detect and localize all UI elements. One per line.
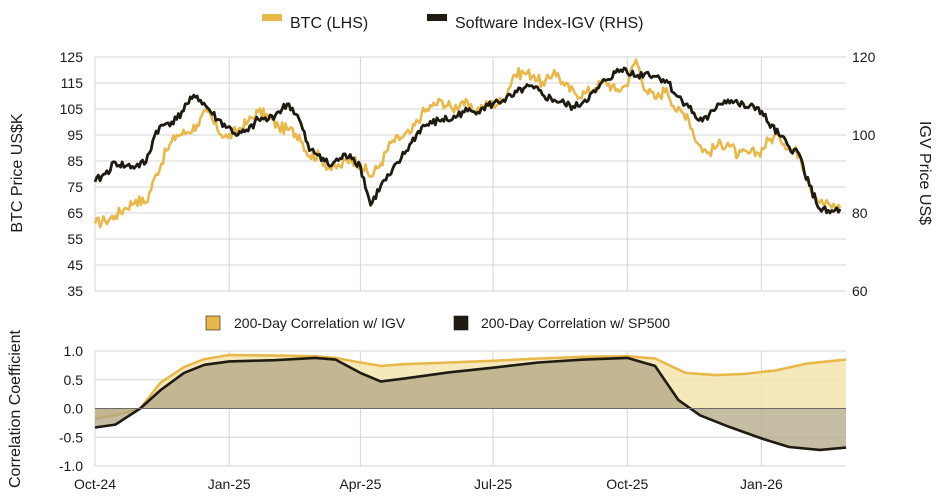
legend-swatch-corr-igv bbox=[205, 315, 221, 331]
x-tick-label: Oct-24 bbox=[74, 476, 116, 492]
igv-line bbox=[93, 66, 842, 215]
price-right-axis-title: IGV Price US$ bbox=[916, 121, 933, 225]
corr-tick-label: -1.0 bbox=[59, 458, 83, 474]
left-tick-label: 65 bbox=[67, 205, 83, 221]
corr-tick-label: 1.0 bbox=[64, 343, 84, 359]
price-left-axis-title: BTC Price US$K bbox=[9, 113, 26, 232]
x-tick-label: Jan-25 bbox=[208, 476, 251, 492]
corr-tick-label: 0.5 bbox=[64, 372, 84, 388]
legend-label-corr-igv: 200-Day Correlation w/ IGV bbox=[234, 315, 406, 331]
left-tick-label: 35 bbox=[67, 283, 83, 299]
left-tick-label: 75 bbox=[67, 179, 83, 195]
right-tick-label: 60 bbox=[852, 283, 868, 299]
right-tick-label: 80 bbox=[852, 205, 868, 221]
left-tick-label: 85 bbox=[67, 153, 83, 169]
corr-sp500-line bbox=[94, 356, 847, 452]
x-tick-label: Jan-26 bbox=[740, 476, 783, 492]
left-tick-label: 55 bbox=[67, 231, 83, 247]
price-series bbox=[93, 58, 842, 229]
x-tick-label: Oct-25 bbox=[606, 476, 648, 492]
legend-swatch-corr-sp500 bbox=[453, 315, 469, 331]
price-legend: BTC (LHS) Software Index-IGV (RHS) bbox=[262, 14, 644, 32]
legend-label-btc: BTC (LHS) bbox=[290, 15, 368, 32]
left-tick-label: 115 bbox=[61, 75, 84, 91]
right-tick-label: 120 bbox=[852, 49, 876, 65]
corr-series bbox=[94, 353, 847, 452]
left-tick-label: 125 bbox=[60, 49, 84, 65]
corr-tick-label: 0.0 bbox=[64, 401, 84, 417]
corr-y-axis: 1.0 0.5 0.0 -0.5 -1.0 bbox=[59, 343, 83, 474]
x-tick-label: Jul-25 bbox=[474, 476, 512, 492]
price-right-axis: 60 80 100 120 bbox=[852, 49, 876, 299]
corr-axis-title: Correlation Coefficient bbox=[7, 329, 24, 488]
corr-x-axis: Oct-24 Jan-25 Apr-25 Jul-25 Oct-25 Jan-26 bbox=[74, 476, 783, 492]
legend-swatch-igv bbox=[427, 14, 447, 21]
legend-label-igv: Software Index-IGV (RHS) bbox=[455, 15, 644, 32]
left-tick-label: 45 bbox=[67, 257, 83, 273]
price-left-axis: 35 45 55 65 75 85 95 105 115 125 bbox=[60, 49, 84, 299]
legend-swatch-btc bbox=[262, 14, 282, 21]
right-tick-label: 100 bbox=[852, 127, 876, 143]
corr-tick-label: -0.5 bbox=[59, 429, 83, 445]
left-tick-label: 95 bbox=[67, 127, 83, 143]
btc-line bbox=[93, 58, 842, 229]
left-tick-label: 105 bbox=[60, 101, 84, 117]
legend-label-corr-sp500: 200-Day Correlation w/ SP500 bbox=[481, 315, 670, 331]
price-gridlines bbox=[94, 56, 846, 292]
corr-igv-line bbox=[94, 353, 847, 421]
corr-legend: 200-Day Correlation w/ IGV 200-Day Corre… bbox=[205, 315, 670, 331]
x-tick-label: Apr-25 bbox=[339, 476, 381, 492]
corr-sp500-area bbox=[95, 357, 846, 450]
